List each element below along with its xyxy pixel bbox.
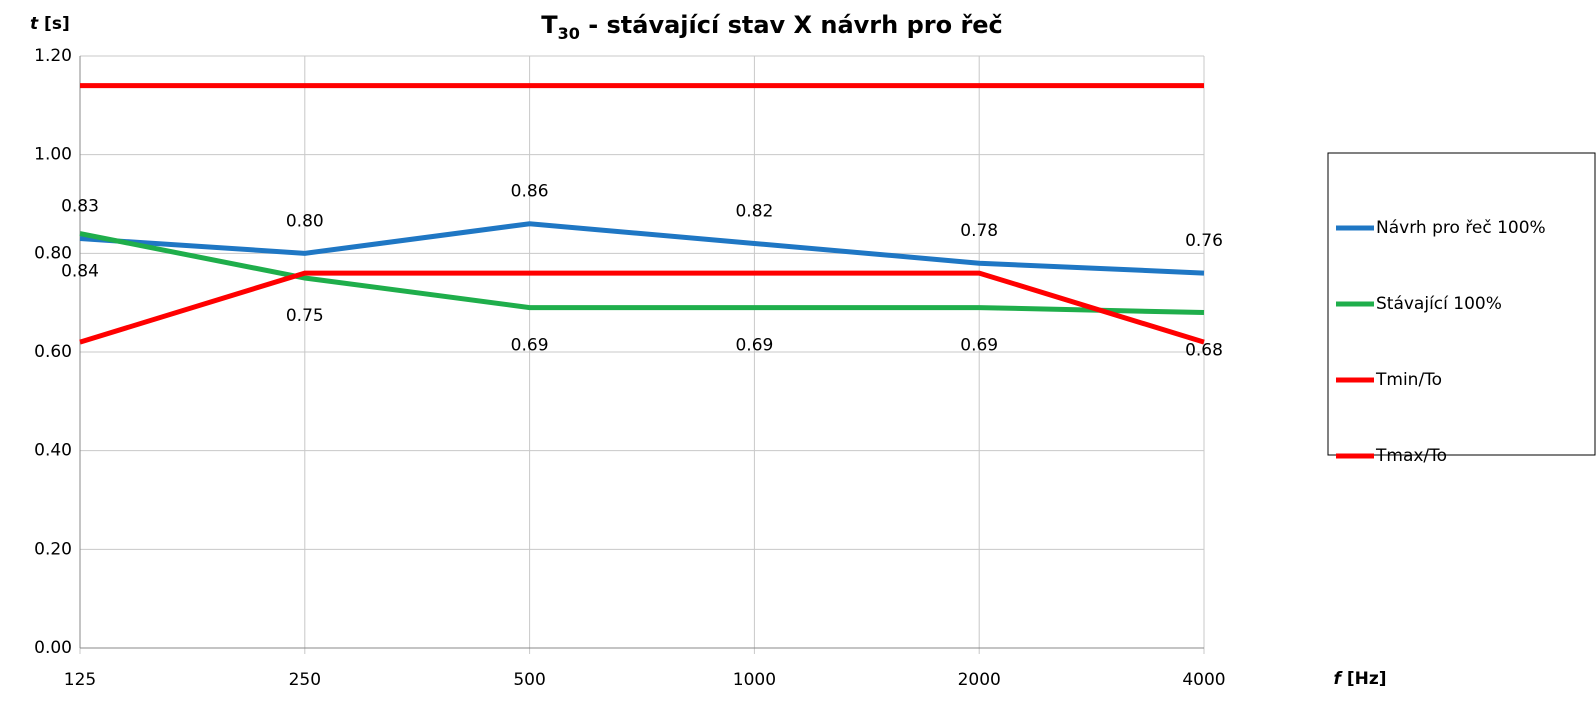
- series-line: [79, 270, 1205, 345]
- data-label: 0.78: [960, 221, 998, 241]
- data-label: 0.84: [61, 262, 99, 282]
- data-label: 0.75: [286, 306, 324, 326]
- data-label: 0.76: [1185, 231, 1223, 251]
- x-tick-label: 2000: [958, 670, 1001, 690]
- y-tick-label: 0.60: [34, 342, 72, 362]
- x-tick-label: 125: [64, 670, 96, 690]
- legend-label: Návrh pro řeč 100%: [1376, 218, 1546, 238]
- data-label: 0.83: [61, 197, 99, 217]
- y-tick-label: 1.00: [34, 145, 72, 165]
- title-sub: 30: [558, 24, 580, 43]
- data-label: 0.82: [735, 201, 773, 221]
- y-label-var: t: [30, 14, 39, 34]
- x-tick-label: 250: [289, 670, 321, 690]
- legend-box: [1327, 152, 1596, 456]
- y-tick-label: 1.20: [34, 46, 72, 66]
- data-label: 0.68: [1185, 341, 1223, 361]
- legend-label: Tmax/To: [1375, 446, 1447, 466]
- x-tick-label: 500: [513, 670, 545, 690]
- series-line: [79, 231, 1205, 316]
- series-line: [79, 221, 1205, 276]
- y-tick-label: 0.40: [34, 441, 72, 461]
- y-tick-label: 0.80: [34, 243, 72, 263]
- legend-label: Tmin/To: [1375, 370, 1442, 390]
- data-label: 0.80: [286, 211, 324, 231]
- data-label: 0.86: [511, 182, 549, 202]
- y-label-unit: [s]: [38, 14, 70, 34]
- x-tick-label: 4000: [1182, 670, 1225, 690]
- title-main: T: [541, 11, 558, 39]
- y-tick-label: 0.00: [34, 638, 72, 658]
- legend-label: Stávající 100%: [1376, 294, 1502, 314]
- chart-title: T30 - stávající stav X návrh pro řeč: [541, 11, 1003, 43]
- title-rest: - stávající stav X návrh pro řeč: [580, 11, 1003, 39]
- x-tick-label: 1000: [733, 670, 776, 690]
- data-label: 0.69: [735, 336, 773, 356]
- x-label-unit: [Hz]: [1341, 669, 1387, 689]
- y-tick-label: 0.20: [34, 539, 72, 559]
- x-axis-label: f [Hz]: [1334, 669, 1387, 689]
- data-label: 0.69: [511, 336, 549, 356]
- data-label: 0.69: [960, 336, 998, 356]
- y-axis-label: t [s]: [30, 14, 70, 34]
- x-label-var: f: [1334, 669, 1344, 689]
